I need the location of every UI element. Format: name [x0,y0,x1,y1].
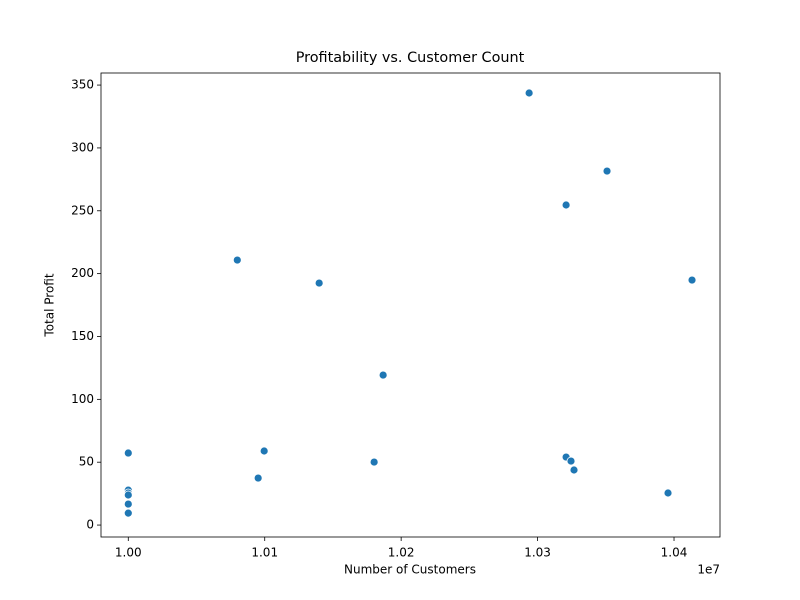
point [123,508,133,518]
point [561,200,571,210]
point [602,166,612,176]
point [232,255,242,265]
point [524,88,534,98]
chart-title: Profitability vs. Customer Count [296,50,525,66]
y-tick-label: 50 [79,455,94,469]
x-tick-label: 1.03 [524,546,551,560]
point [369,457,379,467]
x-axis-label: Number of Customers [344,563,476,577]
y-tick-label: 350 [71,78,94,92]
point [566,456,576,466]
y-tick-label: 100 [71,392,94,406]
y-tick-label: 250 [71,203,94,217]
x-tick-label: 1.04 [661,546,688,560]
point [378,370,388,380]
x-tick-label: 1.02 [388,546,415,560]
plot-frame [100,72,721,538]
y-tick-label: 0 [86,518,94,532]
y-axis-label: Total Profit [43,273,57,337]
point [259,446,269,456]
y-tick-label: 200 [71,266,94,280]
point [123,499,133,509]
y-tick-label: 150 [71,329,94,343]
point [687,275,697,285]
x-scale-label: 1e7 [697,563,720,577]
point [569,465,579,475]
point [314,278,324,288]
point [663,488,673,498]
point [123,490,133,500]
y-tick-label: 300 [71,140,94,154]
x-tick-label: 1.01 [251,546,278,560]
x-tick-label: 1.00 [115,546,142,560]
point [123,448,133,458]
point [253,473,263,483]
